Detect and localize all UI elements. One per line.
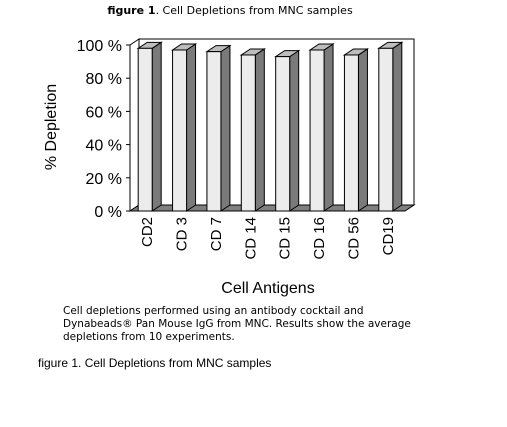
y-tick-label: 40 % [86, 138, 122, 155]
bar-side [151, 41, 162, 212]
x-tick-label: CD 3 [174, 217, 191, 251]
y-tick-label: 100 % [77, 38, 122, 55]
bar-front [309, 49, 325, 212]
bar [342, 48, 370, 212]
bar-side [323, 43, 334, 212]
y-tick-label: 20 % [86, 171, 122, 188]
bar-side [289, 49, 300, 212]
bar-front [172, 49, 188, 212]
chart-caption: Cell depletions performed using an antib… [63, 305, 411, 343]
bar [239, 48, 266, 212]
x-axis-ticks: CD2 CD 3 CD 7 CD 14 CD 15 CD 16 CD 56 CD19 [139, 217, 397, 260]
x-axis-label: Cell Antigens [221, 280, 314, 297]
bar-side [357, 48, 368, 212]
figure-title-rest: . Cell Depletions from MNC samples [155, 4, 353, 17]
figure-title-prefix: figure 1 [107, 4, 156, 17]
figure-footer-caption: figure 1. Cell Depletions from MNC sampl… [38, 356, 272, 370]
bar-front [275, 56, 291, 212]
figure-title: figure 1. Cell Depletions from MNC sampl… [0, 4, 460, 17]
x-tick-label: CD 56 [345, 217, 362, 260]
y-tick-label: 0 % [94, 204, 122, 221]
bar-chart: 0 % 20 % 40 % 60 % 80 % 100 % CD2 CD 3 CD 7 CD 1… [43, 38, 416, 297]
bar-side [254, 48, 265, 212]
x-tick-label: CD 7 [208, 217, 225, 251]
chart-bars [136, 41, 404, 212]
y-axis-label: % Depletion [43, 84, 60, 170]
bar-front [240, 54, 256, 212]
bar [205, 44, 232, 212]
y-tick-label: 80 % [86, 71, 122, 88]
x-tick-label: CD 14 [242, 217, 259, 260]
x-tick-label: CD 16 [311, 217, 328, 260]
side-wall [129, 38, 140, 212]
bar [377, 41, 404, 212]
bar-front [378, 47, 394, 212]
y-tick-label: 60 % [86, 104, 122, 121]
bar-side [220, 44, 231, 212]
bar [308, 43, 335, 212]
bar [136, 41, 163, 212]
bar-front [206, 51, 222, 212]
x-tick-label: CD 15 [277, 217, 294, 260]
x-tick-label: CD19 [380, 217, 397, 255]
x-tick-label: CD2 [139, 217, 156, 247]
bar-side [392, 41, 403, 212]
bar-side [186, 43, 197, 212]
y-axis-ticks: 0 % 20 % 40 % 60 % 80 % 100 % [77, 38, 130, 221]
bar [170, 43, 198, 212]
bar-front [343, 54, 359, 212]
bar-front [137, 47, 153, 212]
bar [274, 49, 301, 212]
